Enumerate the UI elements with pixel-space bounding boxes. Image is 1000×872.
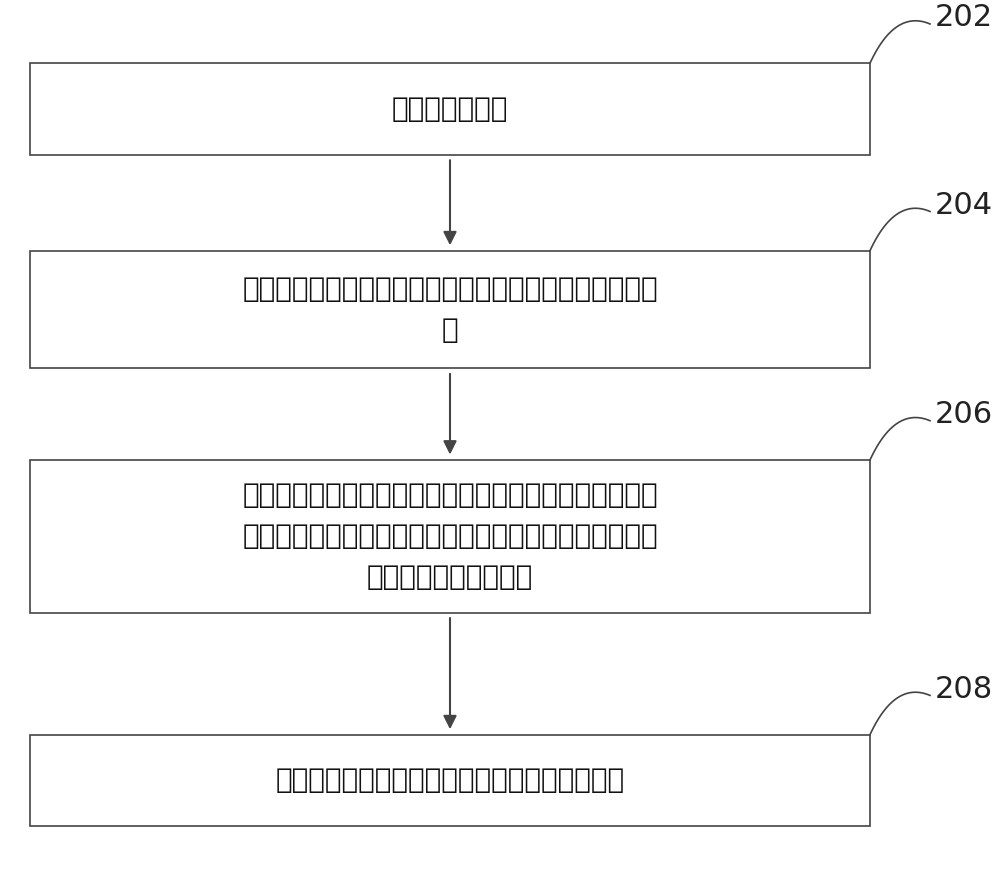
Text: 新增元数据节点: 新增元数据节点	[392, 95, 508, 123]
Text: 确定原有元数据节点中需迁出的至少一个待迁出元数据分
区: 确定原有元数据节点中需迁出的至少一个待迁出元数据分 区	[242, 275, 658, 344]
Text: 将待迁出元数据分区迁移至新增的元数据节点中: 将待迁出元数据分区迁移至新增的元数据节点中	[275, 766, 625, 794]
Text: 206: 206	[935, 400, 993, 429]
Text: 202: 202	[935, 3, 993, 32]
FancyBboxPatch shape	[30, 251, 870, 368]
FancyBboxPatch shape	[30, 734, 870, 827]
FancyBboxPatch shape	[30, 460, 870, 612]
FancyBboxPatch shape	[30, 64, 870, 155]
Text: 208: 208	[935, 675, 993, 704]
Text: 在新增的元数据节点上部署相应的元数据服务，在新增的
元数据节点上部署的元数据服务与待迁出元数据分区对应
的元数据服务配置一致: 在新增的元数据节点上部署相应的元数据服务，在新增的 元数据节点上部署的元数据服务…	[242, 481, 658, 591]
Text: 204: 204	[935, 191, 993, 220]
